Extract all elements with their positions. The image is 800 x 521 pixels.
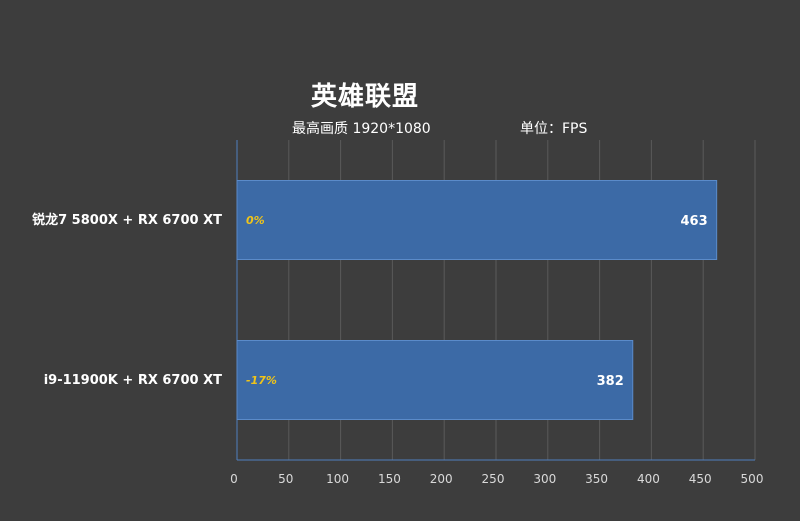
x-tick-label: 350 [585,472,608,486]
category-label: i9-11900K + RX 6700 XT [44,373,222,388]
x-tick-label: 400 [637,472,660,486]
x-tick-label: 500 [741,472,764,486]
x-tick-label: 450 [689,472,712,486]
chart-subtitle-settings: 最高画质 1920*1080 [292,121,431,137]
bar-value-label: 382 [597,374,624,389]
bar [236,340,634,420]
category-label: 锐龙7 5800X + RX 6700 XT [32,212,222,228]
x-tick-label: 100 [326,472,349,486]
chart-subtitle-unit: 单位：FPS [520,121,588,137]
x-tick-label: 150 [378,472,401,486]
x-tick-label: 300 [533,472,556,486]
x-tick-label: 50 [278,472,293,486]
x-tick-label: 200 [430,472,453,486]
bar-value-label: 463 [681,214,708,229]
x-tick-label: 0 [230,472,238,486]
bar-percent-label: -17% [246,374,277,387]
chart-title: 英雄联盟 [310,82,419,112]
bar [236,180,718,260]
bar-percent-label: 0% [246,214,265,227]
x-tick-label: 250 [482,472,505,486]
